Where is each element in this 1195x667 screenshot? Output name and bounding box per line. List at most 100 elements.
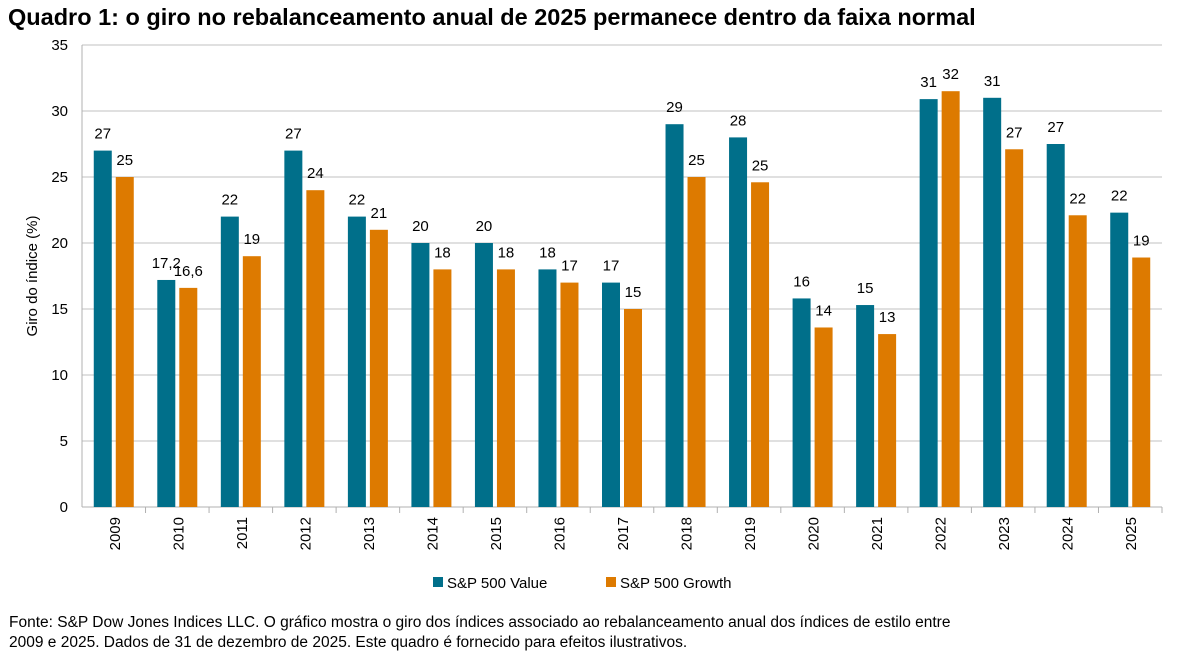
value-bar [1046,144,1065,507]
value-bar [856,305,875,507]
data-label: 21 [371,205,388,222]
data-label: 17 [561,258,578,275]
x-tick-label: 2017 [615,517,632,550]
data-label: 16 [793,273,810,290]
legend-label: S&P 500 Growth [620,575,731,592]
growth-bar [687,177,706,507]
data-label: 31 [984,73,1001,90]
value-bar [729,137,748,507]
x-tick-label: 2018 [679,517,696,550]
growth-bar [814,327,833,507]
data-label: 22 [221,192,238,209]
growth-bar [560,282,579,507]
data-label: 18 [498,244,515,261]
x-tick-label: 2023 [996,517,1013,550]
x-tick-label: 2025 [1123,517,1140,550]
data-label: 25 [752,157,769,174]
value-bar [411,243,430,507]
value-bar [474,243,493,507]
data-label: 29 [666,99,683,116]
x-tick-label: 2009 [107,517,124,550]
y-tick-label: 0 [60,499,68,516]
growth-bar [306,190,325,507]
data-label: 18 [539,244,556,261]
footnote-line-2: 2009 e 2025. Dados de 31 de dezembro de … [9,634,688,651]
data-label: 15 [625,284,642,301]
data-label: 20 [412,218,429,235]
data-label: 17 [603,258,620,275]
legend-label: S&P 500 Value [447,575,547,592]
data-label: 25 [688,152,705,169]
x-tick-label: 2019 [742,517,759,550]
growth-bar [1132,257,1151,507]
data-label: 19 [243,231,260,248]
x-tick-label: 2020 [806,517,823,550]
data-label: 20 [476,218,493,235]
growth-bar [496,269,515,507]
data-label: 24 [307,165,324,182]
value-bar [347,216,366,507]
value-bar [157,279,176,507]
x-tick-label: 2014 [424,517,441,550]
growth-bar [941,91,960,507]
data-label: 31 [920,74,937,91]
footnote-line-1: Fonte: S&P Dow Jones Indices LLC. O gráf… [9,614,951,631]
growth-bar [1068,215,1087,507]
x-tick-label: 2022 [933,517,950,550]
data-label: 18 [434,244,451,261]
growth-bar [242,256,261,507]
growth-bar [878,334,897,507]
y-tick-label: 10 [51,367,68,384]
y-tick-label: 35 [51,37,68,54]
data-label: 17,2 [152,255,181,272]
data-label: 25 [116,152,133,169]
growth-bar [179,287,198,507]
data-label: 19 [1133,233,1150,250]
x-tick-label: 2013 [361,517,378,550]
value-bar [792,298,811,507]
x-tick-label: 2012 [297,517,314,550]
growth-bar [433,269,452,507]
y-tick-label: 25 [51,169,68,186]
x-tick-label: 2024 [1060,517,1077,550]
data-label: 15 [857,280,874,297]
value-bar [220,216,239,507]
data-label: 22 [349,192,366,209]
y-tick-label: 15 [51,301,68,318]
data-label: 14 [815,302,832,319]
data-label: 28 [730,112,747,129]
data-label: 27 [94,126,111,143]
legend-swatch [606,577,616,587]
x-tick-label: 2015 [488,517,505,550]
value-bar [538,269,557,507]
value-bar [983,97,1002,508]
growth-bar [369,229,388,508]
data-label: 13 [879,309,896,326]
data-label: 27 [285,126,302,143]
growth-bar [1005,149,1024,507]
data-label: 32 [942,66,959,83]
data-label: 22 [1069,190,1086,207]
value-bar [93,150,112,507]
x-tick-label: 2021 [869,517,886,550]
value-bar [602,282,620,507]
data-label: 16,6 [174,263,203,280]
x-tick-label: 2010 [170,517,187,550]
growth-bar [115,177,134,507]
data-label: 27 [1006,124,1023,141]
x-tick-label: 2016 [551,517,568,550]
chart-title: Quadro 1: o giro no rebalanceamento anua… [8,4,976,30]
data-label: 27 [1047,119,1064,136]
value-bar [919,99,938,508]
data-label: 22 [1111,188,1128,205]
growth-bar [624,309,642,507]
y-tick-label: 30 [51,103,68,120]
value-bar [284,150,303,507]
growth-bar [751,182,770,507]
y-axis-title: Giro do índice (%) [24,216,41,337]
value-bar [665,124,684,507]
y-tick-label: 5 [60,433,68,450]
x-tick-label: 2011 [234,517,251,549]
value-bar [1110,212,1129,507]
